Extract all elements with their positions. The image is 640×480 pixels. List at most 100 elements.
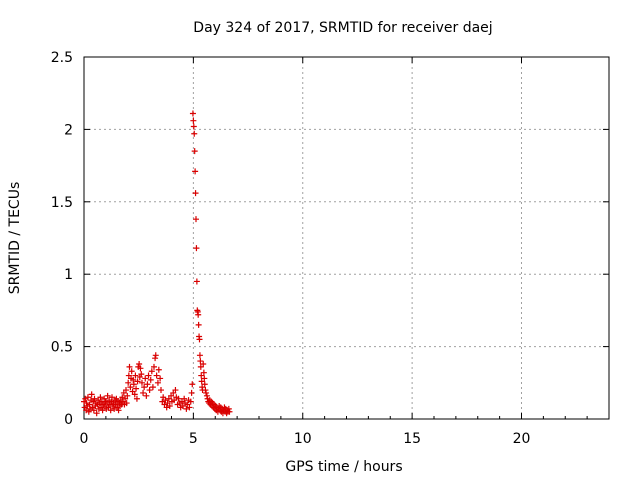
data-point	[132, 372, 139, 379]
data-point	[130, 381, 137, 388]
x-tick-label: 10	[294, 431, 312, 447]
data-point	[93, 410, 100, 417]
data-point	[193, 245, 200, 252]
data-point	[101, 395, 108, 402]
data-point	[131, 391, 138, 398]
data-point	[134, 378, 141, 385]
data-point	[123, 387, 129, 394]
chart-title: Day 324 of 2017, SRMTID for receiver dae…	[193, 20, 492, 36]
data-point	[111, 405, 118, 412]
x-tick-label: 5	[189, 431, 198, 447]
data-point	[163, 404, 170, 411]
data-point	[126, 363, 133, 370]
y-tick-label: 1	[64, 267, 73, 283]
data-point	[189, 110, 196, 117]
data-point	[192, 190, 199, 197]
data-point	[148, 368, 155, 375]
data-point	[196, 352, 203, 359]
data-point	[195, 311, 202, 318]
data-point	[145, 372, 152, 379]
data-point	[198, 372, 205, 379]
data-point	[141, 384, 148, 391]
data-points	[81, 110, 233, 417]
y-axis-label: SRMTID / TECUs	[7, 182, 23, 295]
data-point	[188, 389, 195, 396]
data-point	[202, 387, 209, 394]
data-point	[152, 355, 159, 362]
data-point	[143, 392, 150, 399]
data-point	[104, 392, 111, 399]
data-point	[137, 365, 144, 372]
x-tick-label: 15	[403, 431, 421, 447]
data-point	[201, 375, 208, 382]
data-point	[154, 379, 161, 386]
x-axis-label: GPS time / hours	[285, 459, 402, 475]
data-point	[192, 168, 199, 175]
data-point	[198, 378, 205, 385]
data-point	[172, 387, 179, 394]
data-point	[193, 278, 200, 285]
data-point	[86, 401, 93, 408]
data-point	[128, 368, 135, 375]
data-point	[190, 117, 197, 124]
data-point	[189, 381, 196, 388]
x-tick-labels: 0 5 10 15 20	[80, 431, 531, 447]
data-point	[191, 148, 198, 155]
data-point	[91, 395, 98, 402]
data-point	[200, 360, 207, 367]
data-point	[191, 130, 198, 137]
data-point	[138, 371, 145, 378]
data-point	[84, 394, 91, 401]
data-point	[195, 321, 202, 328]
data-point	[181, 395, 188, 402]
y-tick-label: 2	[64, 122, 73, 138]
data-point	[115, 407, 122, 414]
data-point	[125, 379, 132, 386]
data-point	[193, 216, 199, 223]
data-point	[138, 379, 145, 386]
data-point	[196, 336, 203, 343]
data-point	[142, 375, 149, 382]
data-point	[175, 395, 182, 402]
data-point	[107, 407, 114, 414]
x-tick-label: 20	[513, 431, 531, 447]
data-point	[166, 402, 173, 409]
data-point	[225, 405, 232, 412]
data-point	[99, 407, 106, 414]
data-point	[85, 408, 92, 415]
y-tick-label: 0	[64, 412, 73, 428]
axis-ticks	[83, 56, 609, 420]
data-point	[123, 400, 130, 407]
data-point	[158, 387, 164, 394]
data-point	[201, 381, 208, 388]
data-point	[144, 381, 151, 388]
data-point	[155, 366, 162, 373]
grid-lines	[84, 57, 609, 419]
data-point	[97, 394, 104, 401]
data-point	[133, 395, 140, 402]
data-point	[149, 384, 156, 391]
y-tick-label: 1.5	[51, 195, 73, 211]
data-point	[133, 385, 140, 392]
data-point	[187, 398, 194, 405]
data-point	[226, 408, 233, 415]
data-point	[157, 375, 164, 382]
data-point	[183, 405, 190, 412]
data-point	[152, 352, 159, 359]
data-point	[136, 360, 143, 367]
data-point	[124, 392, 131, 399]
data-point	[147, 376, 154, 383]
data-point	[203, 392, 210, 399]
y-tick-label: 0.5	[51, 340, 73, 356]
data-point	[197, 358, 204, 365]
data-point	[200, 369, 207, 376]
data-point	[146, 387, 153, 394]
data-point	[151, 363, 157, 370]
data-point	[130, 376, 137, 383]
data-point	[190, 123, 197, 130]
data-point	[153, 372, 160, 379]
data-point	[88, 391, 95, 398]
data-point	[127, 384, 134, 391]
